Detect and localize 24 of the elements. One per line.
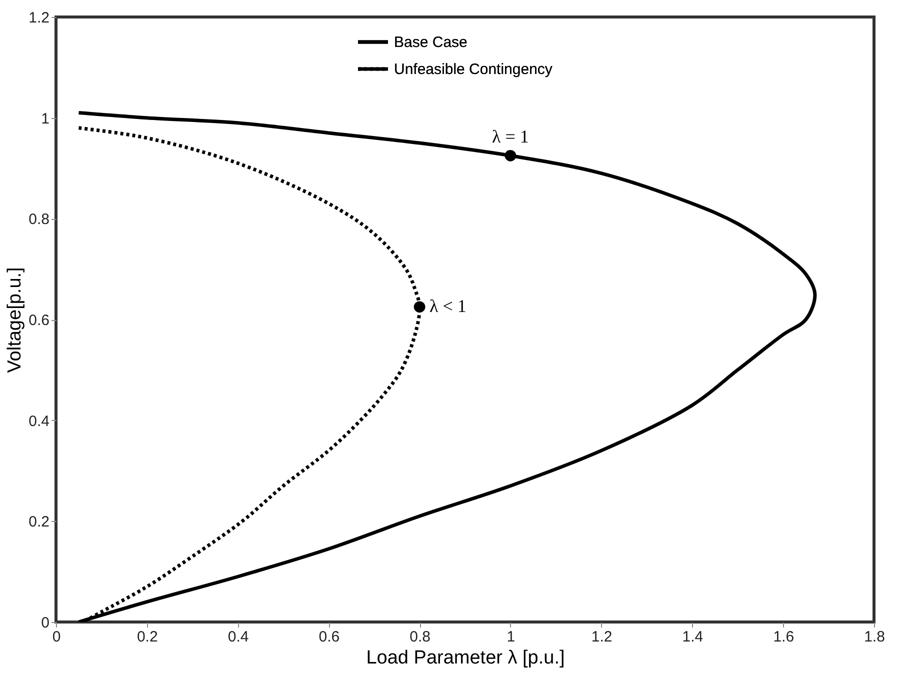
y-tick-label: 0 xyxy=(41,614,50,632)
x-tick-label: 0.2 xyxy=(136,628,158,646)
x-tick-label: 1.4 xyxy=(682,628,704,646)
x-tick-label: 0.4 xyxy=(228,628,249,646)
y-tick-label: 0.8 xyxy=(28,211,50,228)
y-tick-label: 0.2 xyxy=(28,514,50,531)
x-tick-label: 0.8 xyxy=(410,628,430,646)
legend-label: Base Case xyxy=(394,34,468,51)
y-tick-label: 0.6 xyxy=(28,312,50,329)
y-tick-label: 1.2 xyxy=(28,10,50,26)
annotation: λ < 1 xyxy=(430,296,466,316)
line-series xyxy=(76,111,817,622)
x-tick-label: 0 xyxy=(52,628,61,646)
y-axis-title: Voltage[p.u.] xyxy=(4,267,26,373)
x-tick-label: 1.2 xyxy=(591,628,612,646)
x-tick-label: 1.6 xyxy=(773,628,794,646)
x-axis-title: Load Parameter λ [p.u.] xyxy=(366,648,565,668)
y-tick-label: 0.4 xyxy=(28,412,50,430)
x-tick-label: 0.6 xyxy=(318,628,340,646)
y-tick-label: 1 xyxy=(41,110,50,128)
x-tick-label: 1 xyxy=(506,628,516,646)
x-tick-label: 1.8 xyxy=(864,628,885,646)
annotation: λ = 1 xyxy=(492,126,529,147)
legend-label: Unfeasible Contingency xyxy=(394,61,553,78)
